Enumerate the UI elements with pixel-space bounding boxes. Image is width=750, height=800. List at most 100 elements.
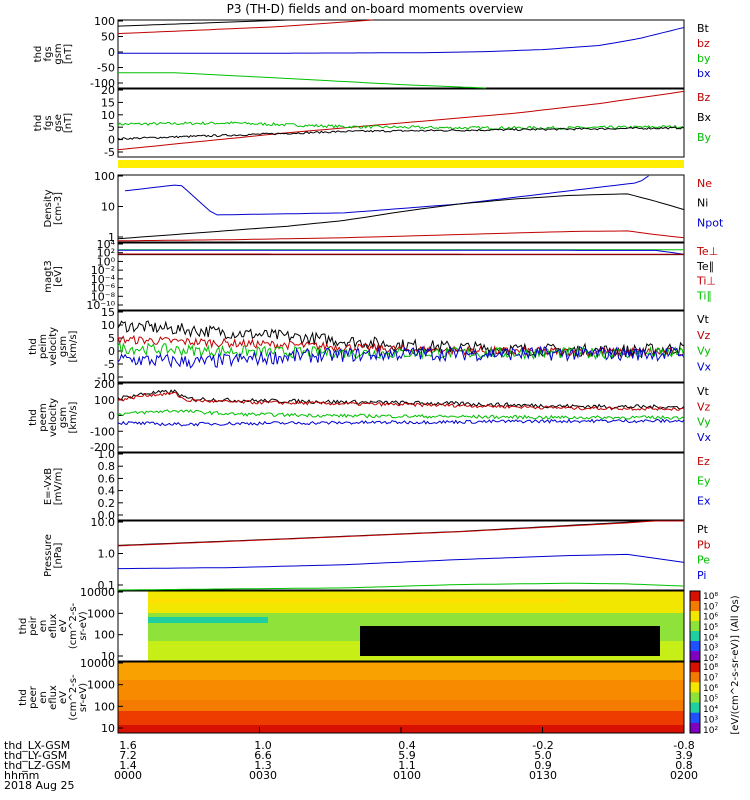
ephem-value: 1.1 xyxy=(398,759,416,772)
y-tick-label: 15 xyxy=(101,306,115,319)
y-tick-label: -10 xyxy=(97,371,115,384)
y-axis-label: peer xyxy=(28,685,39,709)
panel-efield: 1.00.80.60.40.20.0 E=-VxB [mV/m] Ez Ey Ex xyxy=(43,448,711,522)
y-axis-label: Density xyxy=(43,189,54,227)
panel-peer_en_eflux: 10000 1000 100 10 thd peer en eflux eV (cm^2-s-sr… xyxy=(18,657,685,735)
ephem-row-label: thd_LZ-GSM xyxy=(4,759,71,772)
y-tick-label: 200 xyxy=(94,378,115,391)
ephem-value: 0200 xyxy=(670,769,698,782)
legend-entry: Vx xyxy=(697,431,712,444)
series-line-Pi xyxy=(118,553,685,570)
y-axis-label: Pressure xyxy=(43,534,54,577)
ephem-value: 0100 xyxy=(393,769,421,782)
colorbar-segment xyxy=(690,631,700,642)
y-axis-label: thd xyxy=(33,115,44,132)
legend-entry: Vt xyxy=(697,385,710,398)
legend-entry: Vy xyxy=(697,345,711,358)
y-axis-label: fgs xyxy=(43,46,54,61)
series-line-Ni xyxy=(117,193,685,240)
colorbar-tick: 10⁶ xyxy=(703,684,718,694)
spectrogram-cell xyxy=(118,662,684,680)
panel-frame xyxy=(117,382,685,453)
quality-flag-bar xyxy=(118,160,684,168)
y-axis-label: thd xyxy=(18,618,29,635)
y-tick-label: 1.0 xyxy=(98,548,116,561)
panel-frame xyxy=(117,452,685,521)
colorbar-tick: 10⁴ xyxy=(703,705,718,715)
legend-entry: Vt xyxy=(697,313,710,326)
y-axis-label: (cm^2-s- xyxy=(68,602,79,649)
y-tick-label: 10000 xyxy=(80,586,115,599)
ephem-value: 0030 xyxy=(249,769,277,782)
legend-entry: by xyxy=(697,52,711,65)
y-axis-label: eV xyxy=(58,691,69,704)
series-line-Vy xyxy=(117,409,685,420)
ephem-value: 1.4 xyxy=(119,759,137,772)
y-tick-label: 0 xyxy=(108,410,115,423)
colorbar-tick: 10⁴ xyxy=(703,633,718,643)
colorbar-tick: 10³ xyxy=(703,716,718,726)
y-axis-label: [km/s] xyxy=(68,401,79,433)
colorbar-tick: 10⁶ xyxy=(703,613,718,623)
y-axis-label: velocity xyxy=(48,327,59,366)
colorbar-label: [eV/(cm^2-s-sr-eV)] (All Qs) xyxy=(730,595,741,734)
panel-frame xyxy=(117,88,685,158)
y-tick-label: 10 xyxy=(101,722,115,735)
y-axis-label: [eV] xyxy=(53,266,64,287)
y-tick-label: -5 xyxy=(104,146,115,159)
ephem-value: 5.9 xyxy=(398,749,416,762)
y-axis-label: peim xyxy=(38,334,49,359)
ephem-value: 1.3 xyxy=(254,759,272,772)
y-axis-label: thd xyxy=(28,409,39,426)
spectrogram-cell xyxy=(148,617,268,623)
y-tick-label: 10⁴ xyxy=(97,238,116,251)
series-line-Vz xyxy=(117,391,685,412)
series-line-By xyxy=(117,121,685,131)
panel-peir_en_eflux: 10000 1000 100 10 thd peir en eflux eV (cm^2-s-sr… xyxy=(18,586,685,663)
y-tick-label: 20 xyxy=(101,84,115,97)
y-tick-label: 5 xyxy=(108,121,115,134)
legend-entry: Vz xyxy=(697,400,711,413)
y-tick-label: -50 xyxy=(97,62,115,75)
series-line-Ne xyxy=(117,230,685,242)
y-axis-label: velocity xyxy=(48,398,59,437)
y-tick-label: 10⁻¹⁰ xyxy=(86,299,115,312)
series-line-Vx xyxy=(117,418,685,427)
legend-entry: Pe xyxy=(697,554,710,567)
panel-frame xyxy=(117,520,685,591)
series-line-Pe xyxy=(117,582,685,591)
y-tick-label: 1000 xyxy=(87,679,115,692)
legend-entry: Ez xyxy=(697,455,710,468)
ephem-value: 3.9 xyxy=(675,749,693,762)
y-axis-label: gsm xyxy=(53,43,64,64)
panel-frame xyxy=(117,174,685,243)
series-line-bz xyxy=(117,19,373,35)
series-line-Bz xyxy=(117,90,685,151)
y-tick-label: 10 xyxy=(101,650,115,663)
y-tick-label: 0.0 xyxy=(98,509,116,522)
y-tick-label: 10 xyxy=(101,201,115,214)
series-line-Vt xyxy=(117,389,685,410)
y-tick-label: 10⁻⁶ xyxy=(91,282,116,295)
spectrogram-cell xyxy=(118,591,148,661)
legend-entry: bx xyxy=(697,67,711,80)
ephem-row-label: thd_LX-GSM xyxy=(4,739,71,752)
legend-entry: Bx xyxy=(697,111,712,124)
y-axis-label: en xyxy=(38,620,49,633)
colorbar-tick: 10⁷ xyxy=(703,602,718,612)
y-tick-label: -100 xyxy=(90,77,115,90)
y-tick-label: 10.0 xyxy=(91,516,116,529)
series-line-Ti⊥ xyxy=(118,249,685,255)
panel-fgs_gsm_nT: 100 50 0 -50 -100 thd fgs gsm [nT] Bt bz by bx xyxy=(33,15,711,90)
series-line-Vy xyxy=(117,341,685,361)
spectrogram-cell xyxy=(148,599,568,603)
y-axis-label: sr-eV) xyxy=(78,611,89,640)
series-line-Bt xyxy=(117,19,288,27)
y-axis-label: magt3 xyxy=(43,260,54,293)
colorbar-tick: 10⁸ xyxy=(703,592,718,602)
legend-entry: Vy xyxy=(697,416,711,429)
y-tick-label: -100 xyxy=(90,425,115,438)
